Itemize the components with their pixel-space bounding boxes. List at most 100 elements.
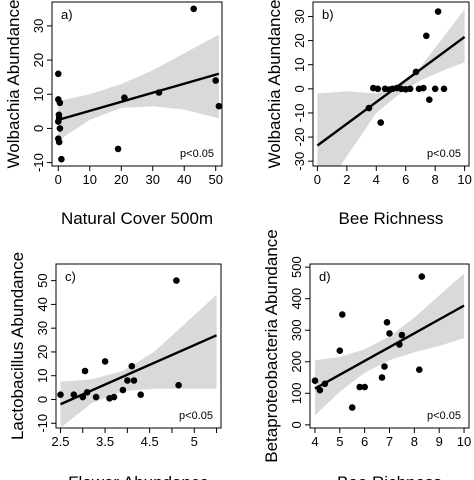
data-point — [339, 311, 346, 318]
regression-line — [57, 72, 220, 122]
data-point — [423, 32, 430, 40]
x-tick-label: 20 — [114, 172, 128, 187]
confidence-band — [315, 273, 464, 416]
x-tick-label: 30 — [146, 172, 160, 187]
x-tick-label: 10 — [83, 172, 97, 187]
y-tick-label: 20 — [35, 345, 50, 359]
x-tick-label: 0 — [314, 172, 321, 187]
data-point — [321, 380, 329, 388]
significance-label: p<0.05 — [180, 148, 214, 160]
data-point — [81, 367, 89, 375]
data-point — [431, 85, 439, 93]
x-tick-label: 10 — [457, 434, 471, 449]
y-axis-title: Betaproteobacteria Abundance — [262, 229, 281, 462]
x-tick-label: 50 — [208, 172, 222, 187]
y-tick-label: 400 — [289, 288, 304, 310]
data-point — [173, 277, 180, 284]
data-point — [215, 102, 223, 110]
y-tick-label: 40 — [35, 297, 50, 311]
y-tick-label: 300 — [289, 319, 304, 341]
y-tick-label: 30 — [31, 19, 46, 33]
y-tick-label: 10 — [31, 87, 46, 101]
data-point — [336, 347, 344, 355]
data-point — [124, 377, 131, 384]
x-tick-label: 9 — [436, 434, 443, 449]
panel-label: a) — [61, 7, 73, 22]
data-point — [365, 104, 373, 112]
data-point — [101, 358, 109, 365]
y-tick-label: 0 — [289, 421, 304, 428]
x-tick-label: 5 — [336, 434, 343, 449]
data-point — [440, 85, 448, 93]
data-point — [406, 85, 414, 93]
x-tick-label: 3.5 — [96, 434, 114, 449]
data-point — [110, 393, 118, 401]
y-tick-label: 200 — [289, 351, 304, 373]
data-point — [155, 89, 163, 96]
data-point — [416, 366, 423, 374]
data-point — [377, 119, 385, 126]
x-axis-title: Bee Richness — [339, 209, 444, 228]
y-tick-label: 10 — [292, 57, 307, 71]
significance-label: p<0.05 — [427, 148, 461, 160]
y-axis-title: Wolbachia Abundance — [265, 0, 284, 168]
significance-label: p<0.05 — [179, 410, 213, 422]
x-axis-title: Bee Richness — [337, 473, 442, 480]
y-tick-label: 0 — [35, 396, 50, 403]
data-point — [426, 96, 433, 103]
data-point — [137, 391, 144, 399]
y-tick-label: 20 — [292, 33, 307, 47]
data-point — [55, 118, 62, 125]
y-tick-label: -20 — [292, 128, 307, 147]
y-tick-label: -10 — [31, 153, 46, 172]
data-point — [130, 377, 138, 384]
panel-label: d) — [319, 269, 331, 284]
data-point — [420, 84, 427, 92]
data-point — [348, 404, 356, 411]
x-tick-label: 4 — [373, 172, 380, 187]
significance-label: p<0.05 — [427, 410, 461, 422]
data-point — [92, 393, 100, 401]
data-point — [79, 393, 87, 401]
data-point — [128, 362, 136, 370]
data-point — [361, 383, 369, 391]
plot-frame — [55, 263, 222, 429]
data-point — [412, 68, 420, 76]
plot-frame — [51, 1, 223, 167]
y-axis-title: Lactobacillus Abundance — [8, 252, 27, 440]
x-axis-title: Flower Abundance — [68, 473, 209, 480]
data-point — [398, 331, 406, 339]
data-point — [55, 70, 62, 78]
data-point — [114, 145, 122, 153]
data-point — [381, 363, 388, 370]
data-point — [56, 99, 64, 107]
x-axis-title: Natural Cover 500m — [61, 209, 213, 228]
y-tick-label: -10 — [292, 104, 307, 123]
x-tick-label: 4 — [311, 434, 318, 449]
data-point — [378, 374, 386, 381]
data-point — [356, 383, 364, 391]
y-tick-label: 100 — [289, 382, 304, 404]
y-tick-label: 0 — [31, 125, 46, 132]
data-point — [57, 391, 64, 399]
data-point — [418, 273, 426, 280]
panel-c: 2.5 3.5 4.5 5 -10 0 10 20 30 40 50 c) p<0.05 Flower A… — [8, 252, 222, 480]
data-point — [56, 125, 64, 132]
data-point — [121, 94, 128, 101]
data-point — [175, 381, 182, 389]
x-tick-label: 2.5 — [51, 434, 69, 449]
data-point — [83, 389, 91, 396]
confidence-band — [58, 34, 219, 141]
y-tick-label: 10 — [35, 368, 50, 382]
data-point — [374, 85, 382, 93]
panel-a: 0 10 20 30 40 50 -10 0 10 20 30 a) p<0.05 Natural Cov… — [4, 0, 223, 228]
confidence-band — [60, 294, 217, 428]
data-point — [434, 8, 442, 15]
plot-frame — [312, 1, 470, 167]
y-tick-label: 50 — [35, 273, 50, 287]
x-tick-label: 40 — [177, 172, 191, 187]
x-tick-label: 8 — [411, 434, 418, 449]
y-tick-label: 30 — [292, 9, 307, 23]
panel-b: 0 2 4 6 8 10 -30 -20 -10 0 10 20 30 b) p<0.05 Bee Richn… — [265, 0, 472, 228]
